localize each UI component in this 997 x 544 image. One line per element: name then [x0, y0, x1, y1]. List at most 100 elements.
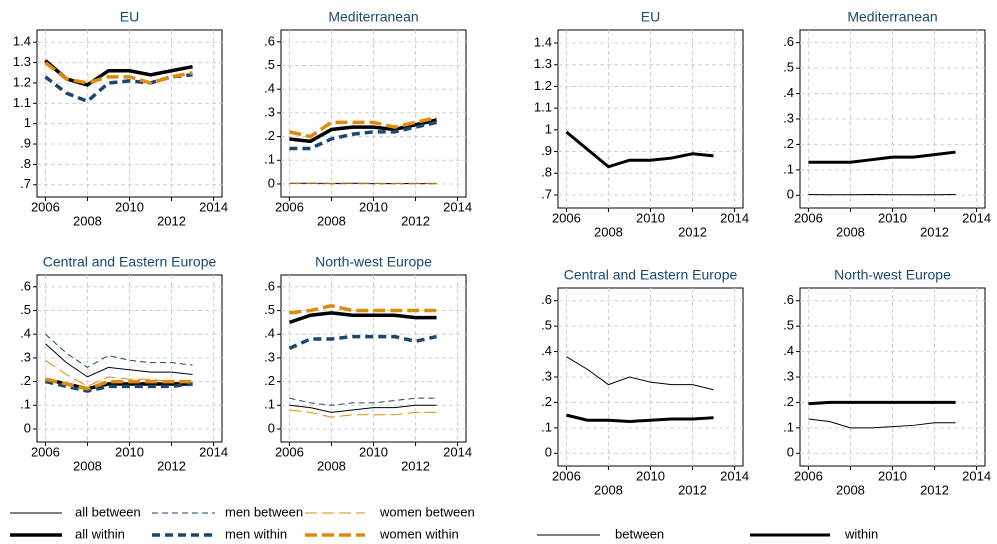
x-tick-label: 2008 — [317, 213, 346, 228]
y-tick-label: .4 — [264, 81, 275, 96]
x-tick-label: 2006 — [275, 444, 304, 459]
x-tick-label: 2010 — [115, 444, 144, 459]
series-line — [566, 413, 714, 424]
y-tick-label: .5 — [264, 57, 275, 72]
legend-label: men between — [225, 504, 303, 519]
x-tick-label: 2012 — [157, 213, 186, 228]
y-tick-label: .3 — [264, 104, 275, 119]
series-line — [289, 409, 437, 418]
y-tick-label: 1 — [24, 115, 31, 130]
x-tick-label: 2008 — [836, 224, 865, 239]
y-tick-label: 1 — [545, 121, 552, 136]
legend-label: all between — [75, 504, 141, 519]
chart-title: Central and Eastern Europe — [564, 267, 738, 283]
x-tick-label: 2012 — [678, 224, 707, 239]
y-tick-label: 1.2 — [534, 78, 552, 93]
x-tick-label: 2014 — [962, 210, 991, 225]
x-tick-label: 2014 — [443, 444, 472, 459]
legend-label: between — [615, 526, 664, 541]
y-tick-label: .1 — [783, 419, 794, 434]
y-tick-label: 1.4 — [13, 34, 31, 49]
series-line — [45, 343, 193, 378]
series-line — [808, 150, 956, 164]
x-tick-label: 2012 — [401, 458, 430, 473]
y-tick-label: 1.4 — [534, 34, 552, 49]
y-tick-label: 1.1 — [13, 95, 31, 110]
y-tick-label: 1.2 — [13, 74, 31, 89]
x-tick-label: 2012 — [401, 213, 430, 228]
legend-label: women between — [379, 504, 475, 519]
legend-label: within — [844, 526, 878, 541]
y-tick-label: .4 — [264, 326, 275, 341]
chart-title: EU — [120, 9, 139, 25]
y-tick-label: .3 — [20, 349, 31, 364]
plot-area — [36, 29, 223, 198]
y-tick-label: .1 — [264, 152, 275, 167]
x-tick-label: 2014 — [199, 199, 228, 214]
y-tick-label: .3 — [264, 349, 275, 364]
series-line — [808, 418, 956, 429]
x-tick-label: 2014 — [199, 444, 228, 459]
y-tick-label: .7 — [541, 186, 552, 201]
y-tick-label: .3 — [541, 368, 552, 383]
x-tick-label: 2014 — [443, 199, 472, 214]
y-tick-label: .2 — [783, 394, 794, 409]
y-tick-label: .6 — [264, 33, 275, 48]
y-tick-label: .2 — [264, 373, 275, 388]
y-tick-label: .6 — [783, 292, 794, 307]
y-tick-label: .1 — [541, 419, 552, 434]
x-tick-label: 2008 — [836, 482, 865, 497]
y-tick-label: .6 — [264, 278, 275, 293]
x-tick-label: 2008 — [317, 458, 346, 473]
series-line — [289, 115, 437, 139]
series-line — [289, 304, 437, 315]
legend-label: women within — [379, 526, 459, 541]
y-tick-label: 0 — [787, 187, 794, 202]
x-tick-label: 2010 — [878, 468, 907, 483]
x-tick-label: 2006 — [31, 444, 60, 459]
y-tick-label: .4 — [541, 343, 552, 358]
y-tick-label: 0 — [268, 175, 275, 190]
y-tick-label: 1.3 — [534, 56, 552, 71]
y-tick-label: .3 — [783, 368, 794, 383]
series-line — [289, 404, 437, 413]
y-tick-label: .7 — [20, 176, 31, 191]
y-tick-label: .5 — [783, 60, 794, 75]
y-tick-label: .5 — [20, 302, 31, 317]
x-tick-label: 2014 — [720, 210, 749, 225]
y-tick-label: .4 — [783, 343, 794, 358]
x-tick-label: 2012 — [920, 224, 949, 239]
series-line — [566, 356, 714, 391]
y-tick-label: .8 — [20, 156, 31, 171]
x-tick-label: 2006 — [275, 199, 304, 214]
x-tick-label: 2012 — [920, 482, 949, 497]
x-tick-label: 2010 — [115, 199, 144, 214]
x-tick-label: 2008 — [594, 482, 623, 497]
x-tick-label: 2012 — [678, 482, 707, 497]
y-tick-label: 0 — [24, 420, 31, 435]
y-tick-label: .6 — [541, 292, 552, 307]
series-line — [289, 397, 437, 406]
x-tick-label: 2014 — [962, 468, 991, 483]
y-tick-label: .1 — [783, 161, 794, 176]
x-tick-label: 2008 — [594, 224, 623, 239]
y-tick-label: .8 — [541, 165, 552, 180]
y-tick-label: .2 — [264, 128, 275, 143]
x-tick-label: 2010 — [878, 210, 907, 225]
series-line — [44, 73, 193, 104]
x-tick-label: 2010 — [359, 444, 388, 459]
y-tick-label: .2 — [783, 136, 794, 151]
y-tick-label: 1.1 — [534, 100, 552, 115]
x-tick-label: 2006 — [552, 210, 581, 225]
y-tick-label: .4 — [20, 326, 31, 341]
y-tick-label: .5 — [264, 302, 275, 317]
x-tick-label: 2008 — [73, 213, 102, 228]
chart-title: EU — [641, 9, 660, 25]
series-line — [565, 130, 714, 169]
series-line — [288, 334, 437, 351]
x-tick-label: 2010 — [636, 210, 665, 225]
series-line — [289, 118, 437, 144]
y-tick-label: 0 — [787, 445, 794, 460]
y-tick-label: .2 — [541, 394, 552, 409]
